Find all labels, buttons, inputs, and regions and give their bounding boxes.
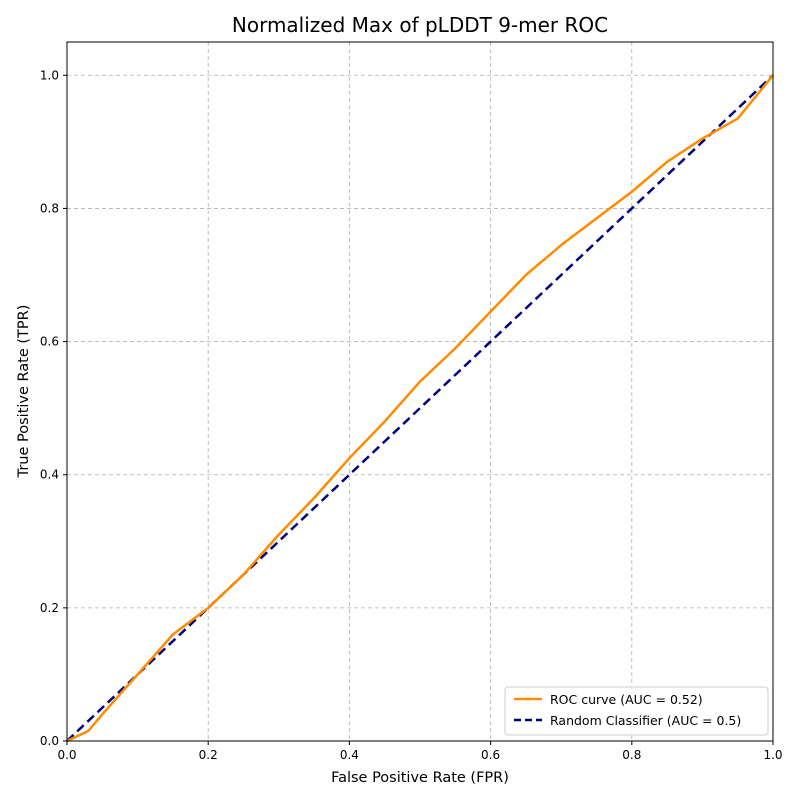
legend: ROC curve (AUC = 0.52) Random Classifier…: [504, 686, 769, 736]
legend-box: [504, 686, 769, 736]
y-tick-label: 0.4: [40, 468, 59, 482]
x-tick-label: 0.4: [340, 748, 359, 762]
axis-ticks: 0.0 0.2 0.4 0.6 0.8 1.0 0.0 0.2 0.4 0.6 0.8 1.0: [40, 68, 783, 762]
y-tick-label: 1.0: [40, 68, 59, 82]
y-axis-label: True Positive Rate (TPR): [16, 305, 32, 479]
legend-label-roc: ROC curve (AUC = 0.52): [550, 692, 703, 707]
y-tick-label: 0.2: [40, 601, 59, 615]
chart-title: Normalized Max of pLDDT 9-mer ROC: [232, 13, 608, 37]
y-tick-label: 0.0: [40, 734, 59, 748]
x-tick-label: 0.8: [622, 748, 641, 762]
x-axis-label: False Positive Rate (FPR): [331, 770, 509, 786]
legend-label-random: Random Classifier (AUC = 0.5): [550, 713, 741, 728]
y-tick-label: 0.8: [40, 201, 59, 215]
plot-frame: [66, 41, 774, 742]
x-tick-label: 1.0: [763, 748, 782, 762]
series-layer: [66, 74, 774, 743]
y-tick-label: 0.6: [40, 335, 59, 349]
x-tick-label: 0.0: [57, 748, 76, 762]
random-classifier-line: [66, 74, 774, 742]
roc-curve-line: [66, 74, 774, 743]
x-tick-label: 0.6: [481, 748, 500, 762]
x-tick-label: 0.2: [199, 748, 218, 762]
